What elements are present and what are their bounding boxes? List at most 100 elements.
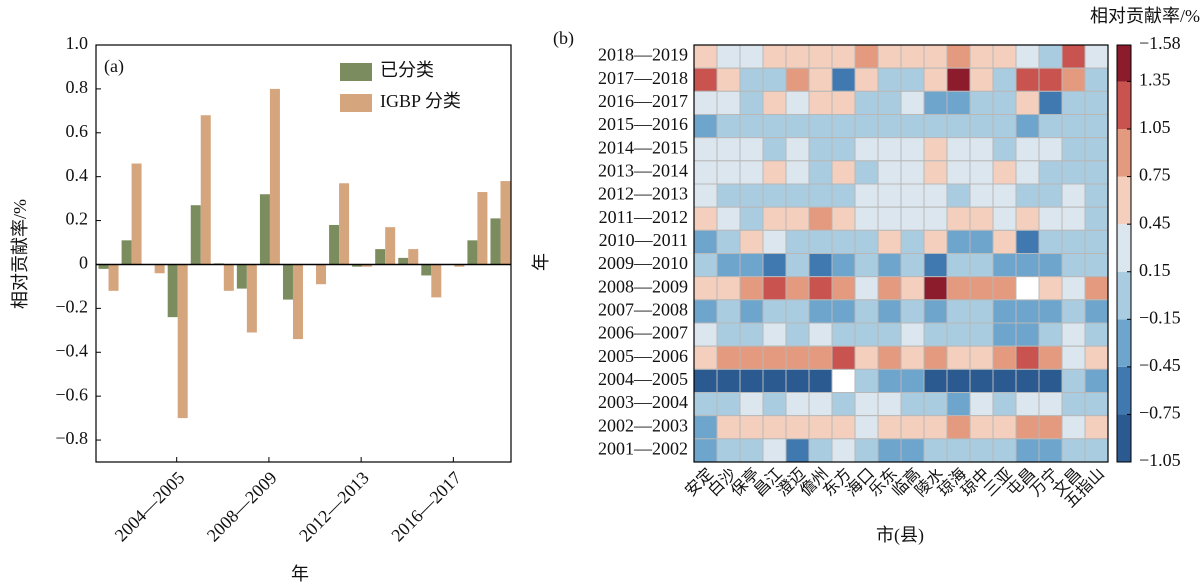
heatmap-cell — [693, 345, 718, 370]
heatmap-cell — [854, 67, 879, 92]
y-axis-label: 相对贡献率/% — [10, 199, 30, 309]
heatmap-cell — [854, 322, 879, 347]
heatmap-cell — [808, 322, 833, 347]
bar — [246, 264, 257, 333]
heatmap-cell — [1084, 229, 1109, 254]
heatmap-cell — [992, 229, 1017, 254]
bar — [408, 249, 419, 265]
heatmap-cell — [693, 137, 718, 162]
plot-frame — [693, 44, 1109, 463]
heatmap-cell — [1061, 322, 1086, 347]
heatmap-cell — [992, 253, 1017, 278]
heatmap-cell — [877, 183, 902, 208]
bar — [282, 264, 293, 300]
heatmap-cell — [1061, 44, 1086, 69]
heatmap-cell — [1061, 206, 1086, 231]
heatmap-cell — [716, 183, 741, 208]
heatmap-cell — [808, 160, 833, 185]
bar — [200, 115, 211, 265]
heatmap-cell — [900, 183, 925, 208]
colorbar-tick-label: −1.58 — [1139, 33, 1181, 53]
heatmap-cell — [1061, 415, 1086, 440]
heatmap-cell — [739, 415, 764, 440]
heatmap-cell — [1084, 438, 1109, 463]
heatmap-cell — [831, 90, 856, 116]
heatmap-cell — [716, 90, 741, 116]
x-axis-label: 市(县) — [876, 525, 924, 546]
heatmap-cell — [693, 114, 718, 139]
bar — [259, 194, 270, 265]
heatmap-cell — [969, 345, 994, 370]
y-tick-label: 2011—2012 — [599, 207, 688, 227]
heatmap-cell — [854, 229, 879, 254]
heatmap-cell — [739, 253, 764, 278]
bar — [236, 264, 247, 289]
heatmap-cell — [716, 415, 741, 440]
heatmap-cell — [900, 67, 925, 92]
heatmap-cell — [1084, 90, 1109, 116]
heatmap-cell — [762, 90, 787, 116]
heatmap-cell — [877, 44, 902, 69]
y-tick-label: 2009—2010 — [598, 253, 688, 273]
heatmap-cell — [762, 415, 787, 440]
colorbar-tick-label: 0.75 — [1139, 165, 1171, 185]
heatmap-cell — [762, 67, 787, 92]
heatmap-cell — [900, 392, 925, 417]
heatmap-cell — [762, 160, 787, 185]
x-tick-label: 2016—2017 — [387, 468, 465, 546]
bar — [98, 264, 109, 269]
heatmap-cell — [946, 183, 971, 208]
heatmap-cell — [739, 276, 764, 301]
bar — [108, 264, 119, 291]
heatmap-cell — [1038, 67, 1063, 92]
heatmap-cell — [923, 276, 948, 301]
heatmap-cell — [693, 368, 718, 394]
colorbar-tick-label: −0.45 — [1139, 355, 1181, 375]
heatmap-cell — [831, 137, 856, 162]
bar — [398, 257, 409, 265]
heatmap-cell — [900, 276, 925, 301]
heatmap-cell — [831, 276, 856, 301]
heatmap-cell — [877, 345, 902, 370]
y-tick-label: 2012—2013 — [598, 184, 688, 204]
bar — [375, 249, 386, 265]
bar — [500, 181, 511, 265]
heatmap-cell — [785, 114, 810, 139]
y-axis-label: 年 — [531, 253, 551, 271]
heatmap-cell — [1061, 299, 1086, 324]
heatmap-cell — [1084, 322, 1109, 347]
heatmap-cell — [1038, 183, 1063, 208]
heatmap-cell — [785, 253, 810, 278]
heatmap-cell — [1015, 206, 1040, 231]
bar — [190, 205, 201, 265]
heatmap-cell — [1038, 90, 1063, 116]
heatmap-cell — [693, 253, 718, 278]
heatmap-cell — [992, 44, 1017, 69]
y-tick-label: 0 — [79, 253, 88, 273]
heatmap-cell — [946, 299, 971, 324]
heatmap-cell — [946, 137, 971, 162]
heatmap-cell — [923, 67, 948, 92]
heatmap-cell — [969, 276, 994, 301]
heatmap-cell — [946, 160, 971, 185]
heatmap-cell — [693, 183, 718, 208]
heatmap-cell — [1015, 90, 1040, 116]
heatmap-cell — [877, 114, 902, 139]
y-tick-label: 2007—2008 — [598, 300, 688, 320]
y-tick-label: 0.8 — [66, 77, 89, 97]
y-tick-label: 2001—2002 — [598, 439, 688, 459]
heatmap-cell — [992, 415, 1017, 440]
heatmap-cell — [739, 44, 764, 69]
y-tick-label: 0.4 — [66, 165, 89, 185]
heatmap-cell — [1084, 183, 1109, 208]
heatmap-cell — [808, 90, 833, 116]
heatmap-cell — [1015, 67, 1040, 92]
heatmap-cell — [969, 299, 994, 324]
heatmap-cell — [716, 253, 741, 278]
heatmap-cell — [785, 229, 810, 254]
heatmap-cell — [785, 438, 810, 463]
heatmap-cell — [785, 415, 810, 440]
heatmap-cell — [923, 183, 948, 208]
heatmap-cell — [854, 276, 879, 301]
heatmap-cell — [716, 345, 741, 370]
